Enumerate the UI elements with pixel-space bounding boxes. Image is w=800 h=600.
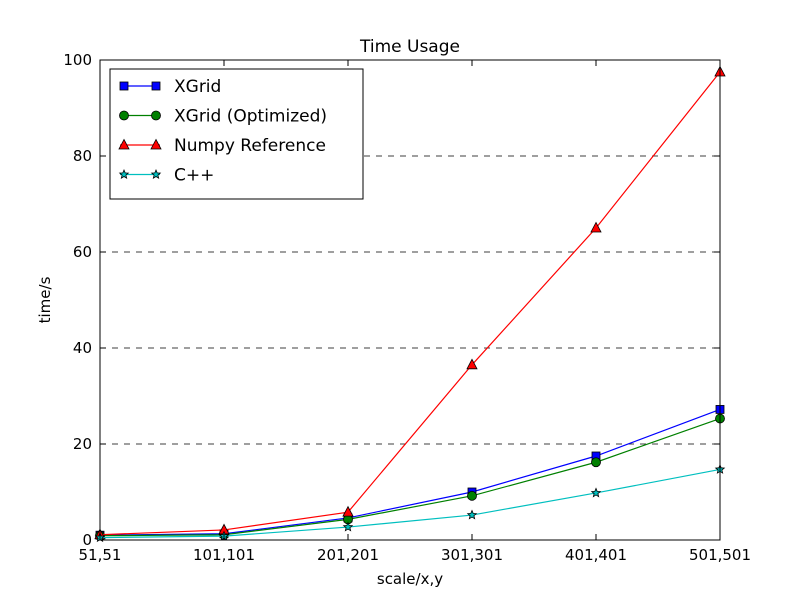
plot-series [94,65,726,543]
data-point [590,221,602,233]
legend: XGrid XGrid (Optimized) Numpy Reference C++ [109,68,364,200]
y-tick-label: 80 [73,147,92,165]
y-axis-label: time/s [36,276,54,323]
x-tick-label: 501,501 [689,546,751,564]
legend-item: Numpy Reference [118,136,326,156]
legend-item: C++ [118,166,214,186]
x-tick-label: 201,201 [317,546,379,564]
data-point [342,505,354,517]
legend-marker [119,81,129,91]
x-tick-label: 101,101 [193,546,255,564]
x-tick-label: 401,401 [565,546,627,564]
legend-label: C++ [174,166,214,186]
series-line [99,71,721,536]
legend-label: Numpy Reference [174,136,326,156]
plot-frame [99,59,721,541]
legend-marker [151,81,161,91]
data-point [342,521,354,532]
legend-marker [150,168,162,179]
legend-item: XGrid (Optimized) [119,107,327,127]
legend-item: XGrid [119,77,221,97]
legend-marker [151,110,161,121]
y-tick-label: 60 [73,243,92,261]
grid-lines [100,155,720,445]
data-point [466,358,478,370]
axis-ticks: 0 20 40 60 80 100 51,51 101,101 201,201 301,301 40… [63,51,751,564]
legend-marker [118,168,130,179]
legend-marker [118,138,130,150]
legend-label: XGrid [174,77,221,97]
x-tick-label: 51,51 [79,546,122,564]
legend-marker [150,138,162,150]
y-tick-label: 100 [63,51,92,69]
y-tick-label: 0 [82,531,92,549]
series-3 [94,463,726,543]
data-point [467,490,477,501]
series-0 [95,405,725,540]
series-line [99,408,721,536]
y-tick-label: 40 [73,339,92,357]
y-tick-label: 20 [73,435,92,453]
series-line [99,417,721,537]
chart-title: Time Usage [359,37,460,57]
x-tick-label: 301,301 [441,546,503,564]
series-line [99,468,721,539]
legend-label: XGrid (Optimized) [174,107,327,127]
x-axis-label: scale/x,y [377,570,443,588]
data-point [591,457,601,468]
legend-box [109,68,364,200]
data-point [590,487,602,498]
legend-marker [119,110,129,121]
data-point [466,509,478,520]
